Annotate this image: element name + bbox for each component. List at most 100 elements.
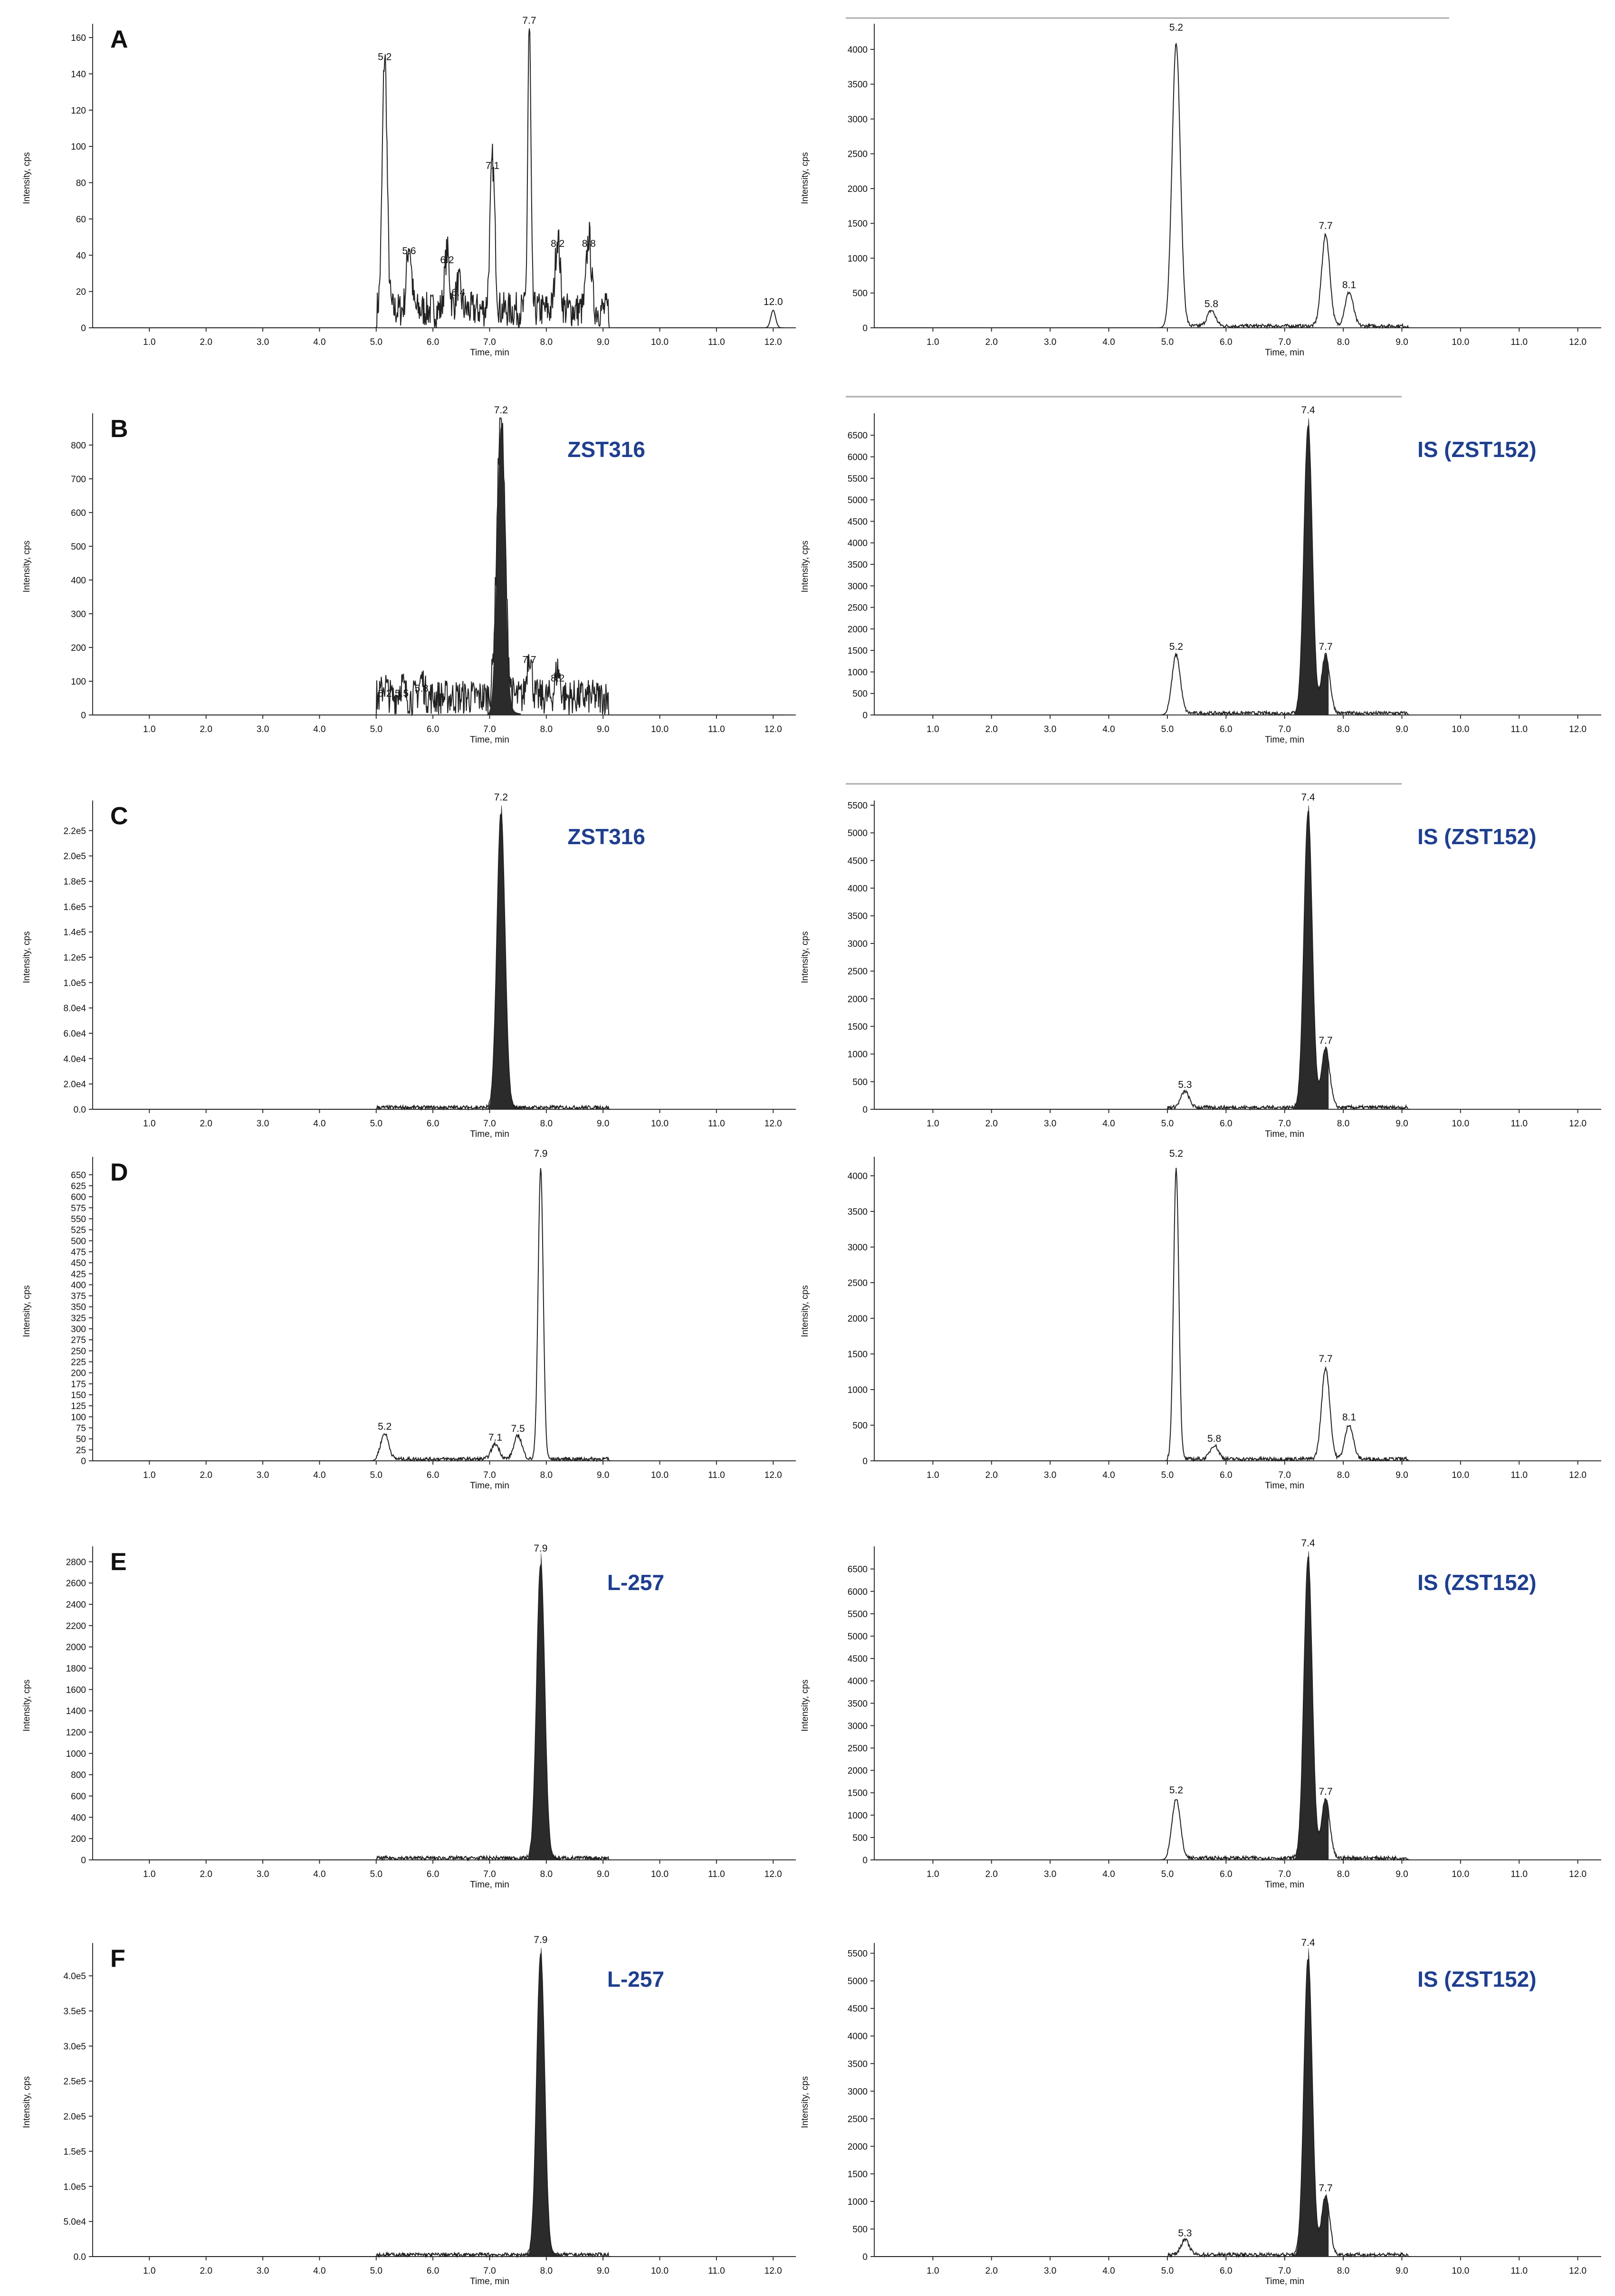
x-tick-label: 10.0 xyxy=(651,2266,669,2276)
chart-panel-E-left: 0 200 400 600 800 1000 1200 1400 1600 1800 2000 220… xyxy=(22,1543,796,1890)
y-tick-label: 120 xyxy=(71,106,86,116)
peak-label: 5.8 xyxy=(415,683,429,694)
peak-label: 5.8 xyxy=(1207,1433,1221,1444)
panel-letter: E xyxy=(110,1548,127,1576)
x-tick-label: 12.0 xyxy=(1569,724,1586,734)
y-tick-label: 1.2e5 xyxy=(63,953,86,963)
y-tick-label: 2000 xyxy=(848,184,868,194)
peak-label: 7.4 xyxy=(1301,792,1315,803)
x-tick-label: 4.0 xyxy=(313,337,325,347)
y-tick-label: 575 xyxy=(71,1203,86,1213)
x-tick-label: 3.0 xyxy=(1044,724,1056,734)
peak-label: 8.1 xyxy=(1342,1412,1356,1423)
y-tick-label: 550 xyxy=(71,1214,86,1224)
y-tick-label: 60 xyxy=(76,215,86,225)
y-tick-label: 2.0e4 xyxy=(63,1080,86,1090)
peak-label: 7.7 xyxy=(1319,220,1332,231)
x-tick-label: 3.0 xyxy=(257,1869,269,1879)
chromatogram-trace xyxy=(874,1556,1411,1862)
y-tick-label: 3000 xyxy=(848,1243,868,1253)
y-tick-label: 3.5e5 xyxy=(63,2007,86,2017)
y-tick-label: 5500 xyxy=(848,474,868,484)
x-tick-label: 11.0 xyxy=(1510,1119,1528,1129)
y-tick-label: 1000 xyxy=(848,1050,868,1060)
y-tick-label: 3000 xyxy=(848,2087,868,2097)
y-tick-label: 300 xyxy=(71,1324,86,1334)
y-tick-label: 5500 xyxy=(848,1949,868,1959)
x-tick-label: 7.0 xyxy=(1278,1119,1290,1129)
integrated-peak-area xyxy=(1293,418,1329,715)
peak-label: 7.7 xyxy=(1319,1353,1332,1364)
x-axis-title: Time, min xyxy=(1265,1880,1304,1890)
x-tick-label: 7.0 xyxy=(483,1869,496,1879)
x-tick-label: 11.0 xyxy=(1510,2266,1528,2276)
y-tick-label: 1.5e5 xyxy=(63,2147,86,2157)
y-tick-label: 700 xyxy=(71,475,86,485)
y-tick-label: 500 xyxy=(852,1077,868,1087)
x-tick-label: 6.0 xyxy=(1220,724,1232,734)
x-tick-label: 10.0 xyxy=(651,1119,669,1129)
panel-letter: B xyxy=(110,415,128,443)
y-tick-label: 425 xyxy=(71,1269,86,1279)
y-tick-label: 2000 xyxy=(848,1766,868,1776)
x-axis-title: Time, min xyxy=(470,1880,509,1890)
panel-letter: F xyxy=(110,1945,125,1972)
x-tick-label: 5.0 xyxy=(1161,337,1174,347)
y-tick-label: 2500 xyxy=(848,150,868,160)
x-tick-label: 3.0 xyxy=(1044,1119,1056,1129)
y-tick-label: 1500 xyxy=(848,2170,868,2180)
x-axis-title: Time, min xyxy=(1265,348,1304,358)
y-tick-label: 2400 xyxy=(66,1600,86,1610)
x-tick-label: 6.0 xyxy=(427,724,439,734)
x-tick-label: 9.0 xyxy=(1395,337,1408,347)
chromatogram-trace xyxy=(874,811,1411,1111)
x-tick-label: 12.0 xyxy=(1569,1470,1586,1480)
y-tick-label: 800 xyxy=(71,441,86,451)
peak-label: 5.2 xyxy=(378,1421,392,1432)
chart-panel-B-left: 0 100 200 300 400 500 600 700 800 1.0 2.0 3.0 4.0 5.0… xyxy=(22,405,796,745)
x-tick-label: 2.0 xyxy=(200,1470,212,1480)
chromatogram-trace xyxy=(874,42,1411,330)
x-tick-label: 3.0 xyxy=(1044,337,1056,347)
y-tick-label: 375 xyxy=(71,1292,86,1302)
x-tick-label: 2.0 xyxy=(985,1869,998,1879)
x-tick-label: 12.0 xyxy=(764,724,782,734)
x-tick-label: 8.0 xyxy=(1337,1869,1349,1879)
x-tick-label: 5.0 xyxy=(1161,1869,1174,1879)
x-tick-label: 12.0 xyxy=(764,1119,782,1129)
x-tick-label: 10.0 xyxy=(1452,337,1469,347)
y-tick-label: 5500 xyxy=(848,1610,868,1620)
x-tick-label: 9.0 xyxy=(1395,2266,1408,2276)
peak-label: 7.4 xyxy=(1301,405,1315,416)
compound-label: ZST316 xyxy=(567,824,645,849)
y-axis-title: Intensity, cps xyxy=(800,152,810,204)
x-tick-label: 9.0 xyxy=(597,2266,609,2276)
x-tick-label: 9.0 xyxy=(597,1869,609,1879)
x-tick-label: 3.0 xyxy=(257,2266,269,2276)
y-tick-label: 1.0e5 xyxy=(63,978,86,988)
x-tick-label: 5.0 xyxy=(1161,724,1174,734)
x-tick-label: 4.0 xyxy=(1102,1470,1115,1480)
x-tick-label: 10.0 xyxy=(1452,724,1469,734)
peak-label: 7.7 xyxy=(1319,2182,1332,2193)
panel-letter: A xyxy=(110,26,128,53)
x-tick-label: 1.0 xyxy=(927,1869,939,1879)
y-axis-title: Intensity, cps xyxy=(22,1285,32,1337)
x-tick-label: 12.0 xyxy=(764,1869,782,1879)
y-tick-label: 80 xyxy=(76,179,86,189)
x-tick-label: 11.0 xyxy=(1510,1470,1528,1480)
x-tick-label: 9.0 xyxy=(1395,1869,1408,1879)
y-tick-label: 1200 xyxy=(66,1728,86,1738)
compound-label: IS (ZST152) xyxy=(1417,824,1537,849)
y-tick-label: 4000 xyxy=(848,1172,868,1181)
y-tick-label: 100 xyxy=(71,677,86,687)
y-tick-label: 2000 xyxy=(848,994,868,1004)
x-axis-title: Time, min xyxy=(1265,1129,1304,1139)
x-tick-label: 8.0 xyxy=(1337,1470,1349,1480)
x-tick-label: 10.0 xyxy=(1452,1470,1469,1480)
x-tick-label: 9.0 xyxy=(1395,724,1408,734)
y-tick-label: 800 xyxy=(71,1771,86,1781)
peak-label: 5.2 xyxy=(1169,641,1183,652)
y-tick-label: 1500 xyxy=(848,219,868,229)
y-tick-label: 6000 xyxy=(848,1587,868,1597)
